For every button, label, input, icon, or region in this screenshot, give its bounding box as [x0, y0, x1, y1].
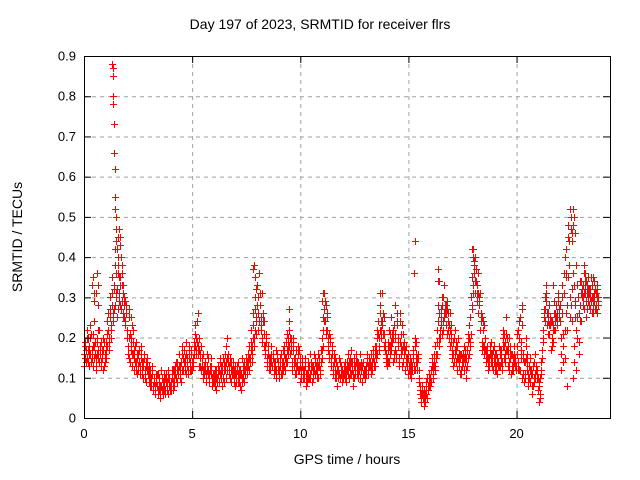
- plot-border: [84, 56, 611, 419]
- x-tick-label: 10: [293, 426, 307, 441]
- plot-frame: [84, 56, 611, 419]
- x-axis-label: GPS time / hours: [293, 451, 401, 467]
- y-tick-label: 0.9: [58, 49, 76, 64]
- x-tick-label: 0: [80, 426, 87, 441]
- x-tick-label: 15: [401, 426, 415, 441]
- data-points: [81, 61, 602, 410]
- tick-labels: 0 5 10 15 20 0 0.1 0.2 0.3 0.4 0.5 0.6 0.7 0.8 0.9: [58, 49, 524, 442]
- y-tick-label: 0.1: [58, 370, 76, 385]
- y-tick-label: 0: [69, 411, 76, 426]
- y-tick-label: 0.5: [58, 209, 76, 224]
- x-tick-label: 5: [189, 426, 196, 441]
- y-tick-label: 0.8: [58, 89, 76, 104]
- y-tick-label: 0.2: [58, 330, 76, 345]
- y-tick-label: 0.6: [58, 169, 76, 184]
- y-tick-label: 0.3: [58, 290, 76, 305]
- chart-title: Day 197 of 2023, SRMTID for receiver flr…: [189, 16, 451, 32]
- x-tick-label: 20: [509, 426, 523, 441]
- y-tick-label: 0.4: [58, 250, 76, 265]
- y-tick-label: 0.7: [58, 129, 76, 144]
